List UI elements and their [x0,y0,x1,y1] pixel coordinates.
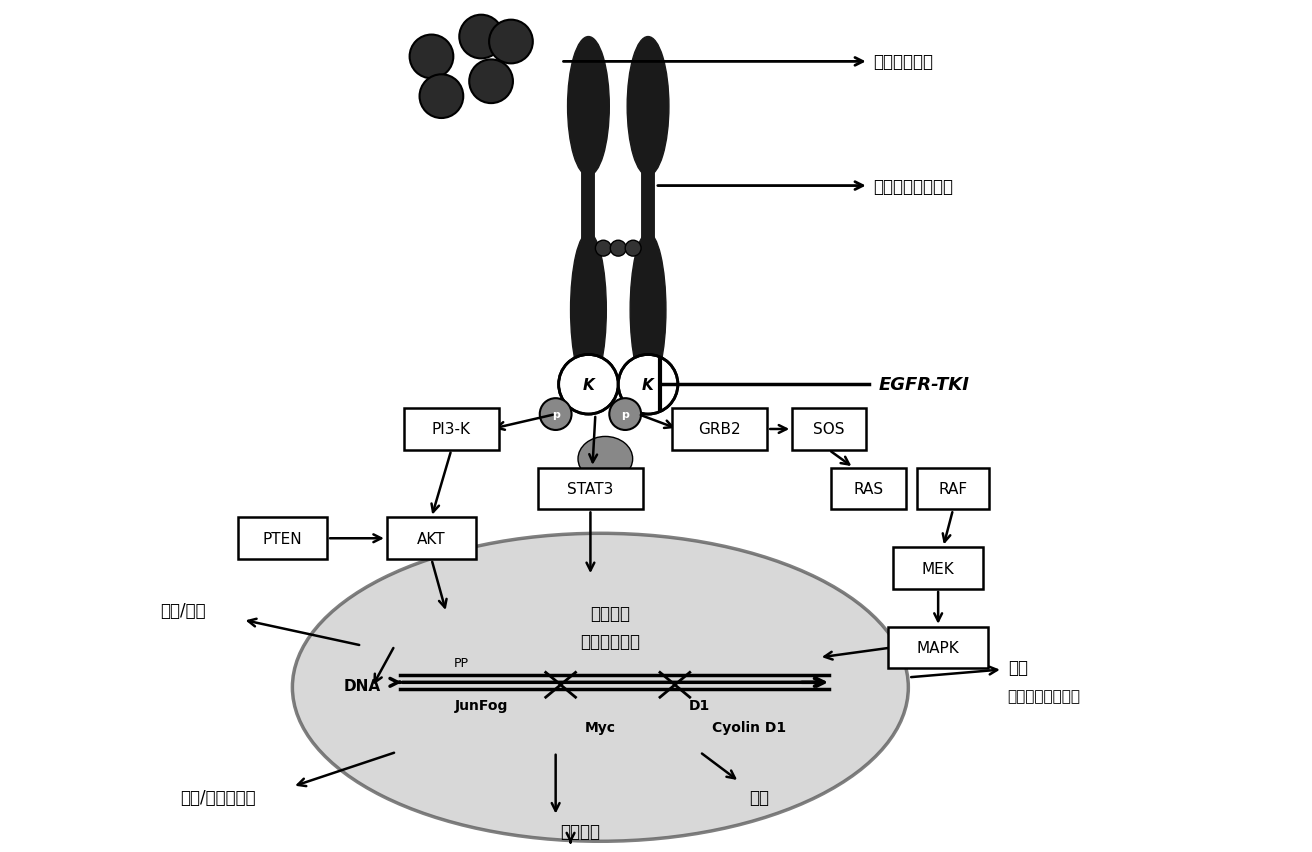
Text: PTEN: PTEN [262,531,302,546]
Circle shape [609,399,642,430]
Text: MEK: MEK [922,561,955,576]
Text: MAPK: MAPK [917,641,959,655]
Text: K: K [642,377,653,392]
FancyBboxPatch shape [791,409,866,451]
Ellipse shape [571,233,606,388]
Text: D1: D1 [689,699,710,712]
Text: 表皮生长因子受体: 表皮生长因子受体 [874,177,954,195]
Text: PP: PP [454,656,468,669]
Circle shape [618,355,678,415]
Text: EGFR-TKI: EGFR-TKI [879,376,970,394]
Circle shape [610,241,626,256]
Text: JunFog: JunFog [454,699,508,712]
FancyBboxPatch shape [893,548,983,590]
Text: RAF: RAF [938,481,968,497]
Circle shape [596,241,611,256]
Text: AKT: AKT [417,531,446,546]
Text: 细胞周期进程: 细胞周期进程 [580,632,640,650]
Circle shape [420,75,463,119]
FancyBboxPatch shape [888,627,988,669]
FancyBboxPatch shape [832,468,905,509]
Text: GRB2: GRB2 [698,422,741,437]
FancyBboxPatch shape [237,518,327,560]
Text: K: K [583,377,594,392]
Text: 增殖/成熟: 增殖/成熟 [160,602,206,619]
Text: 血管生成: 血管生成 [560,822,601,840]
FancyBboxPatch shape [917,468,989,509]
Ellipse shape [630,233,666,388]
Text: STAT3: STAT3 [567,481,614,497]
FancyBboxPatch shape [404,409,499,451]
FancyBboxPatch shape [387,518,476,560]
Text: Cyolin D1: Cyolin D1 [712,720,786,734]
Ellipse shape [579,437,632,481]
Text: p: p [552,410,560,419]
Circle shape [539,399,572,430]
Text: 转移: 转移 [749,787,769,806]
Text: SOS: SOS [813,422,845,437]
Text: DNA: DNA [344,678,382,693]
Text: 存活: 存活 [1008,659,1027,676]
Text: RAS: RAS [854,481,884,497]
FancyBboxPatch shape [672,409,766,451]
Text: （抑制细胞凋亡）: （抑制细胞凋亡） [1008,688,1081,703]
Text: 表皮生长因子: 表皮生长因子 [874,54,934,72]
Circle shape [459,15,502,60]
Circle shape [489,20,533,64]
Text: 基因转录: 基因转录 [590,604,630,622]
Text: 化疗/放疗耐药性: 化疗/放疗耐药性 [180,787,256,806]
Text: Myc: Myc [585,720,615,734]
Text: PI3-K: PI3-K [432,422,471,437]
Text: p: p [622,410,630,419]
Circle shape [559,355,618,415]
Circle shape [626,241,642,256]
Circle shape [470,60,513,104]
Ellipse shape [627,37,669,176]
Ellipse shape [568,37,609,176]
FancyBboxPatch shape [538,468,643,509]
Ellipse shape [293,533,908,841]
Circle shape [409,36,454,79]
